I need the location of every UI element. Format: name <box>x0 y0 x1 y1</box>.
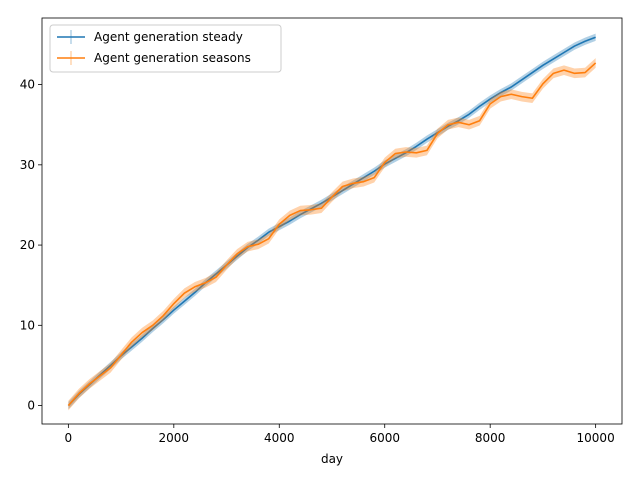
x-tick-label: 2000 <box>159 431 190 445</box>
x-tick-label: 0 <box>65 431 73 445</box>
y-tick-label: 30 <box>20 158 35 172</box>
y-tick-label: 10 <box>20 318 35 332</box>
y-axis: 0 10 20 30 40 <box>20 78 42 413</box>
x-axis: 0 2000 4000 6000 8000 10000 <box>65 424 615 445</box>
x-tick-label: 6000 <box>369 431 400 445</box>
series-2-line <box>67 62 597 407</box>
legend-series-1-label: Agent generation steady <box>94 30 243 44</box>
y-tick-label: 20 <box>20 238 35 252</box>
legend: Agent generation steady Agent generation … <box>49 24 282 73</box>
legend-box <box>49 24 282 73</box>
x-axis-label: day <box>321 452 343 466</box>
plot-frame <box>41 17 623 425</box>
x-tick-label: 4000 <box>264 431 295 445</box>
x-tick-label: 8000 <box>475 431 506 445</box>
legend-series-2-label: Agent generation seasons <box>94 51 251 65</box>
series-layer <box>67 33 597 411</box>
y-tick-label: 40 <box>20 78 35 92</box>
x-tick-label: 10000 <box>577 431 615 445</box>
y-tick-label: 0 <box>27 399 35 413</box>
